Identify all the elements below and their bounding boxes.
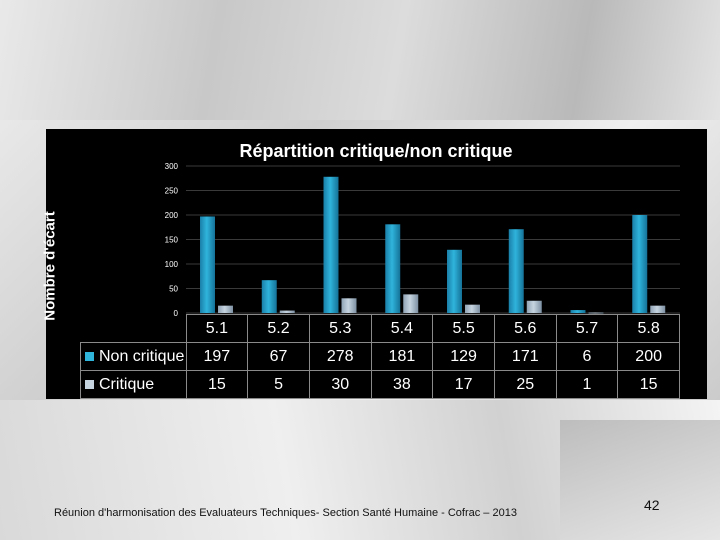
bar-non-critique (447, 249, 462, 313)
data-value: 1 (555, 370, 619, 399)
bar-non-critique (261, 280, 277, 313)
bar-critique (279, 310, 295, 313)
legend-non-critique: Non critique (80, 342, 187, 371)
data-value: 67 (247, 342, 310, 371)
category-label: 5.5 (432, 314, 495, 343)
bar-critique (588, 312, 604, 314)
bar-non-critique (385, 224, 401, 313)
data-value: 181 (370, 342, 434, 371)
y-tick-label: 0 (174, 309, 179, 318)
series-row-critique: Critique 15 5 30 38 17 25 1 15 (80, 370, 680, 399)
data-value: 197 (185, 342, 249, 371)
bar-critique (465, 304, 480, 313)
bar-non-critique (632, 215, 648, 313)
bar-critique (403, 294, 419, 313)
legend-label-critique: Critique (99, 375, 155, 393)
y-tick-label: 100 (165, 260, 179, 269)
bar-critique (218, 305, 233, 313)
table-corner (80, 314, 187, 343)
data-value: 17 (432, 370, 495, 399)
data-table: 5.1 5.2 5.3 5.4 5.5 5.6 5.7 5.8 Non critique 19… (80, 314, 680, 399)
category-label: 5.3 (308, 314, 372, 343)
background-corner (560, 420, 720, 540)
data-value: 30 (308, 370, 372, 399)
data-value: 129 (432, 342, 495, 371)
legend-critique: Critique (80, 370, 187, 399)
category-label: 5.7 (555, 314, 619, 343)
y-tick-label: 150 (165, 236, 179, 245)
data-value: 171 (493, 342, 557, 371)
data-value: 38 (370, 370, 434, 399)
legend-swatch-critique (85, 379, 94, 389)
legend-swatch-non-critique (85, 351, 94, 361)
bar-non-critique (570, 310, 586, 313)
bar-critique (650, 305, 666, 313)
category-label: 5.6 (493, 314, 557, 343)
data-value: 6 (555, 342, 619, 371)
category-label: 5.1 (185, 314, 249, 343)
legend-label-non-critique: Non critique (99, 347, 185, 365)
data-value: 15 (617, 370, 680, 399)
y-tick-label: 200 (165, 211, 179, 220)
bar-critique (526, 300, 542, 313)
series-row-non-critique: Non critique 197 67 278 181 129 171 6 200 (80, 342, 680, 371)
data-value: 15 (185, 370, 249, 399)
y-tick-label: 300 (165, 162, 179, 171)
page-number: 42 (644, 497, 660, 513)
data-value: 200 (617, 342, 680, 371)
data-value: 278 (308, 342, 372, 371)
bar-critique (341, 298, 357, 313)
background-band-top (0, 0, 720, 120)
footer-text: Réunion d'harmonisation des Evaluateurs … (54, 507, 517, 519)
category-label: 5.4 (370, 314, 434, 343)
category-header-row: 5.1 5.2 5.3 5.4 5.5 5.6 5.7 5.8 (80, 314, 680, 343)
y-tick-label: 250 (165, 187, 179, 196)
y-tick-label: 50 (169, 285, 178, 294)
bar-non-critique (508, 229, 524, 313)
category-label: 5.2 (247, 314, 310, 343)
bar-non-critique (200, 216, 215, 313)
data-value: 5 (247, 370, 310, 399)
data-value: 25 (493, 370, 557, 399)
bar-non-critique (323, 176, 339, 313)
category-label: 5.8 (617, 314, 680, 343)
chart-title: Répartition critique/non critique (239, 141, 513, 161)
